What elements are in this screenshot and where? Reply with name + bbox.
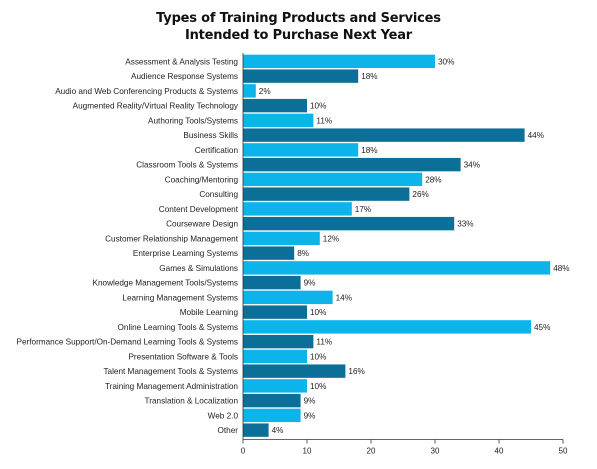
category-label: Games & Simulations [159, 264, 238, 273]
value-label: 12% [323, 234, 339, 243]
bar [243, 349, 307, 364]
x-tick-label: 0 [241, 447, 246, 456]
value-label: 45% [534, 323, 550, 332]
category-label: Enterprise Learning Systems [133, 249, 238, 258]
category-label: Authoring Tools/Systems [148, 116, 238, 125]
category-label: Business Skills [183, 131, 238, 140]
chart-title-line-2: Intended to Purchase Next Year [184, 28, 413, 43]
value-label: 4% [272, 426, 284, 435]
value-label: 18% [361, 146, 377, 155]
value-label: 44% [528, 131, 544, 140]
bar [243, 364, 346, 378]
value-label: 16% [348, 367, 364, 376]
value-label: 10% [310, 382, 326, 391]
value-label: 2% [259, 87, 271, 96]
bar [243, 113, 314, 128]
bar [243, 98, 307, 113]
value-label: 10% [310, 308, 326, 317]
bar [243, 216, 455, 231]
value-label: 48% [553, 264, 569, 273]
value-label: 10% [310, 352, 326, 361]
value-label: 10% [310, 102, 326, 111]
category-label: Content Development [159, 205, 239, 214]
bar [243, 202, 352, 216]
bar [243, 305, 307, 319]
value-label: 26% [412, 190, 428, 199]
category-label: Audio and Web Conferencing Products & Sy… [55, 87, 238, 96]
value-label: 17% [355, 205, 371, 214]
bar [243, 128, 525, 142]
category-label: Coaching/Mentoring [165, 175, 239, 184]
bar [243, 84, 256, 98]
value-label: 9% [304, 279, 316, 288]
category-label: Learning Management Systems [122, 293, 238, 302]
bar [243, 423, 269, 437]
bar [243, 187, 410, 201]
x-tick-label: 20 [367, 447, 376, 456]
bar [243, 379, 307, 393]
value-label: 9% [304, 397, 316, 406]
value-label: 11% [316, 116, 332, 125]
category-label: Other [218, 426, 239, 435]
category-label: Customer Relationship Management [105, 234, 239, 243]
category-label: Online Learning Tools & Systems [118, 323, 238, 332]
category-label: Translation & Localization [145, 397, 239, 406]
category-label: Augmented Reality/Virtual Reality Techno… [73, 102, 239, 111]
bar [243, 408, 301, 423]
bar [243, 69, 359, 83]
category-label: Mobile Learning [180, 308, 239, 317]
bar [243, 246, 295, 260]
value-label: 9% [304, 411, 316, 420]
bar [243, 143, 359, 157]
category-label: Presentation Software & Tools [128, 352, 238, 361]
category-label: Web 2.0 [208, 411, 239, 420]
category-label: Performance Support/On-Demand Learning T… [17, 338, 238, 347]
value-label: 34% [464, 161, 480, 170]
value-label: 18% [361, 72, 377, 81]
bar [243, 334, 314, 349]
value-label: 14% [336, 293, 352, 302]
value-label: 30% [438, 57, 454, 66]
category-label: Courseware Design [166, 220, 238, 229]
category-label: Knowledge Management Tools/Systems [93, 279, 238, 288]
x-tick-label: 40 [495, 447, 504, 456]
bar [243, 320, 531, 334]
category-label: Assessment & Analysis Testing [125, 57, 238, 66]
bar [243, 231, 320, 246]
category-label: Audience Response Systems [131, 72, 238, 81]
value-label: 28% [425, 175, 441, 184]
bar [243, 393, 301, 408]
category-label: Consulting [199, 190, 238, 199]
x-tick-label: 30 [431, 447, 440, 456]
value-label: 8% [297, 249, 309, 258]
category-label: Training Management Administration [105, 382, 238, 391]
bar [243, 290, 333, 305]
bar [243, 172, 423, 187]
value-label: 33% [457, 220, 473, 229]
x-tick-label: 50 [559, 447, 568, 456]
chart-title-line-1: Types of Training Products and Services [156, 11, 441, 26]
bar [243, 261, 551, 275]
value-label: 11% [316, 338, 332, 347]
bar [243, 275, 301, 290]
bar [243, 54, 435, 69]
bar [243, 157, 461, 172]
x-tick-label: 10 [303, 447, 312, 456]
category-label: Classroom Tools & Systems [136, 161, 238, 170]
category-label: Talent Management Tools & Systems [103, 367, 238, 376]
category-label: Certification [195, 146, 239, 155]
